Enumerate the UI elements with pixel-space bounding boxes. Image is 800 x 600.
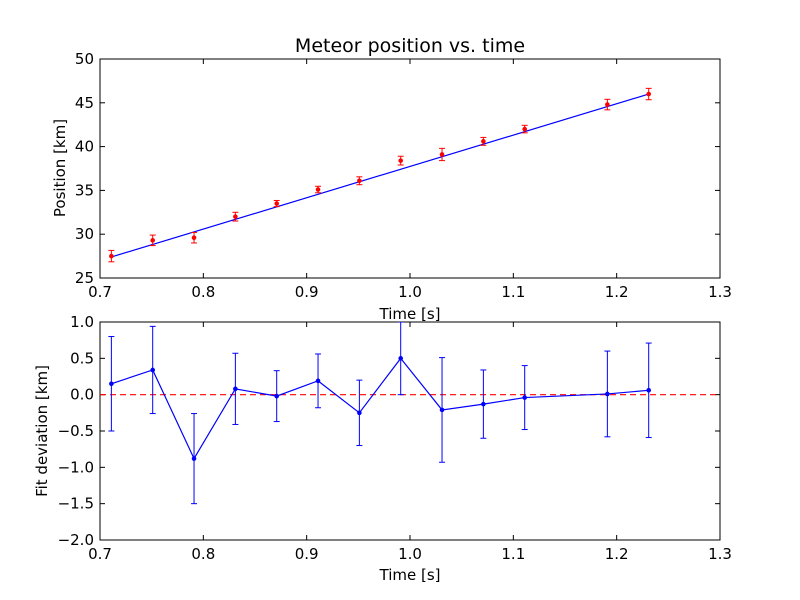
- x-tick-label: 0.7: [88, 283, 112, 301]
- x-tick-label: 1.1: [501, 283, 525, 301]
- data-point: [109, 381, 114, 387]
- y-tick-label: 50: [75, 50, 94, 68]
- data-point: [109, 253, 114, 259]
- data-point: [646, 91, 651, 97]
- data-point: [357, 410, 362, 416]
- data-layer: [108, 87, 652, 263]
- y-tick-label: 0.5: [70, 349, 94, 367]
- fit-line: [111, 93, 649, 258]
- data-layer: [100, 322, 720, 505]
- data-point: [315, 378, 321, 384]
- y-tick-label: −2.0: [58, 531, 94, 549]
- x-tick-label: 1.0: [398, 545, 422, 563]
- data-point: [605, 391, 610, 397]
- y-tick-label: 35: [75, 181, 94, 199]
- x-tick-label: 0.9: [295, 283, 319, 301]
- data-point: [439, 407, 445, 413]
- series-line: [111, 357, 649, 460]
- plot-area: 0.7 0.8 0.9 1.0 1.1 1.2 1.3 −2.0 −1.5 −1.0 −0.5 0.0…: [58, 313, 732, 563]
- y-tick-label: 25: [75, 269, 94, 287]
- x-tick-label: 0.9: [295, 545, 319, 563]
- data-point: [481, 401, 486, 407]
- data-point: [398, 158, 404, 163]
- x-tick-label: 0.8: [191, 283, 215, 301]
- x-tick-label: 0.8: [191, 545, 215, 563]
- y-axis-label: Fit deviation [km]: [33, 365, 51, 497]
- y-axis-label: Position [km]: [51, 119, 69, 217]
- plot-area: 0.7 0.8 0.9 1.0 1.1 1.2 1.3 25 30 35 40 45 50: [75, 50, 732, 301]
- data-point: [398, 356, 404, 361]
- data-point: [233, 386, 238, 392]
- y-tick-label: 30: [75, 225, 94, 243]
- x-tick-label: 1.3: [708, 283, 732, 301]
- x-axis-label: Time [s]: [379, 566, 441, 584]
- data-point: [274, 201, 280, 206]
- data-point: [522, 395, 527, 400]
- x-tick-label: 0.7: [88, 545, 112, 563]
- data-point: [233, 214, 238, 219]
- data-point: [150, 238, 155, 243]
- y-tick-label: 40: [75, 138, 94, 156]
- data-point: [191, 456, 197, 461]
- data-point: [315, 187, 321, 192]
- x-tick-label: 1.0: [398, 283, 422, 301]
- axes-frame: [99, 58, 721, 279]
- data-point: [150, 367, 155, 373]
- data-point: [481, 139, 486, 144]
- data-point: [191, 235, 197, 241]
- y-tick-label: −1.0: [58, 458, 94, 476]
- data-point: [522, 126, 527, 132]
- data-point: [646, 388, 651, 393]
- y-tick-label: −0.5: [58, 422, 94, 440]
- x-tick-label: 1.1: [501, 545, 525, 563]
- y-tick-label: −1.5: [58, 495, 94, 513]
- y-tick-label: 1.0: [70, 313, 94, 331]
- chart-position-vs-time: Meteor position vs. time Position [km] T…: [51, 35, 732, 323]
- data-point: [357, 178, 362, 184]
- x-tick-label: 1.3: [708, 545, 732, 563]
- x-tick-label: 1.2: [605, 283, 629, 301]
- data-point: [439, 152, 445, 157]
- axes-frame: [99, 321, 721, 541]
- y-tick-label: 0.0: [70, 386, 94, 404]
- data-point: [605, 102, 610, 107]
- chart-fit-deviation: Fit deviation [km] Time [s] 0.7 0.8 0.9 1.0…: [33, 313, 732, 584]
- data-point: [274, 393, 280, 399]
- chart-title: Meteor position vs. time: [295, 35, 525, 57]
- y-tick-label: 45: [75, 94, 94, 112]
- x-tick-label: 1.2: [605, 545, 629, 563]
- x-axis-label: Time [s]: [379, 305, 441, 323]
